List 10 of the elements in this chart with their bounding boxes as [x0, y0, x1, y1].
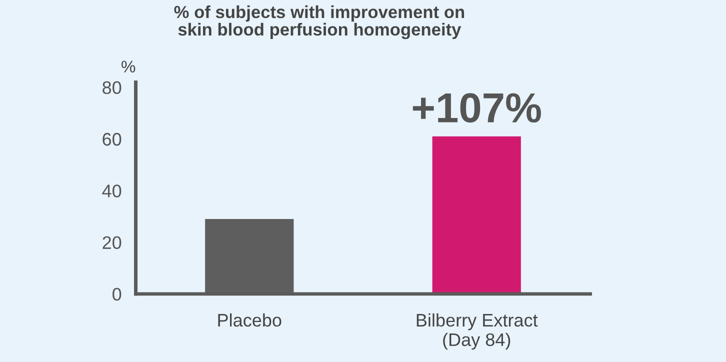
- x-tick-label: Placebo: [218, 313, 282, 327]
- x-tick-label: Bilberry Extract (Day 84): [416, 313, 538, 350]
- y-tick-label: 60: [102, 132, 122, 146]
- y-axis-title: %: [122, 60, 136, 72]
- y-tick-label: 80: [102, 81, 122, 94]
- y-tick-label: 20: [102, 236, 122, 250]
- chart-title: % of subjects with improvement on skin blood perfusion homogeneity: [174, 5, 464, 40]
- y-tick-label: 0: [112, 288, 122, 301]
- y-tick-label: 40: [102, 184, 122, 198]
- annotation: +107%: [412, 93, 541, 123]
